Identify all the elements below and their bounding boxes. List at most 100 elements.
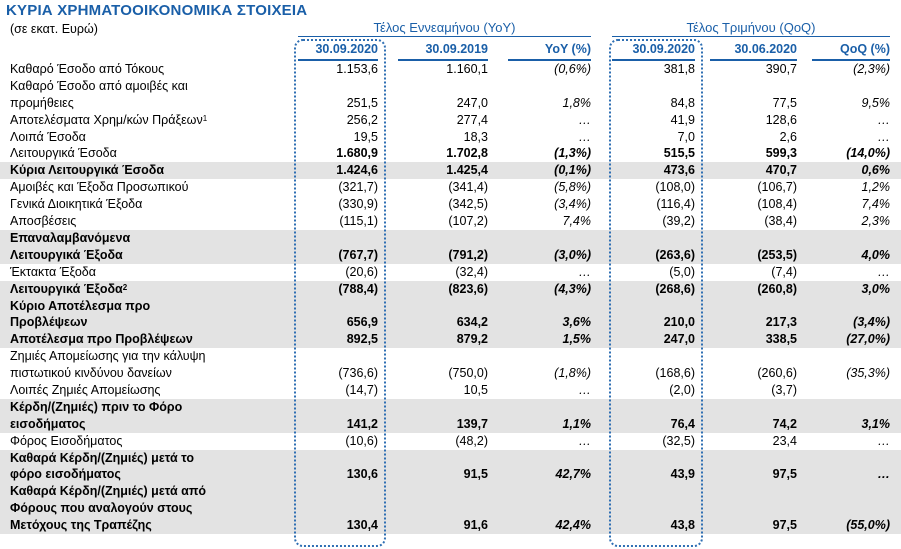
row-label-line: Καθαρά Κέρδη/(Ζημιές) μετά το bbox=[10, 450, 195, 465]
cell-qoq-prior: 74,2 bbox=[772, 416, 797, 431]
cell-yoy-prior: 879,2 bbox=[456, 332, 488, 347]
page-title: ΚΥΡΙΑ ΧΡΗΜΑΤΟΟΙΚΟΝΟΜΙΚΑ ΣΤΟΙΧΕΙΑ bbox=[6, 2, 308, 19]
cell-yoy-current: (767,7) bbox=[338, 247, 378, 262]
cell-qoq-pct: (55,0%) bbox=[846, 518, 890, 533]
row-label: Ζημιές Απομείωσης για την κάλυψη πιστωτικ… bbox=[10, 348, 292, 382]
cell-qoq-current: 41,9 bbox=[670, 112, 695, 127]
row-label-line: Μετόχους της Τραπέζης bbox=[10, 518, 152, 533]
cell-yoy-prior: 1.160,1 bbox=[446, 61, 488, 76]
row-label-line: Καθαρό Έσοδο από Τόκους bbox=[10, 62, 165, 76]
cell-yoy-current: (20,6) bbox=[345, 264, 378, 279]
cell-qoq-current: (168,6) bbox=[655, 366, 695, 381]
cell-qoq-pct: 4,0% bbox=[861, 247, 891, 262]
col-header-yoy-pct: YoY (%) bbox=[508, 42, 591, 61]
cell-yoy-prior: 91,6 bbox=[463, 518, 488, 533]
cell-yoy-pct: … bbox=[578, 129, 592, 144]
cell-yoy-current: 256,2 bbox=[346, 112, 378, 127]
cell-qoq-current: 76,4 bbox=[670, 416, 695, 431]
cell-yoy-prior: 277,4 bbox=[456, 112, 488, 127]
cell-yoy-pct: 1,8% bbox=[562, 95, 592, 110]
cell-yoy-current: 141,2 bbox=[346, 416, 378, 431]
table-row: Φόρος Εισοδήματος (10,6) (48,2) … (32,5) 23,4… bbox=[0, 433, 901, 450]
cell-qoq-pct: … bbox=[877, 467, 891, 482]
row-label: Λοιπά Έσοδα bbox=[10, 129, 292, 146]
cell-yoy-prior: (48,2) bbox=[455, 433, 488, 448]
row-label: Γενικά Διοικητικά Έξοδα bbox=[10, 196, 292, 213]
table-row: Λοιπά Έσοδα 19,5 18,3… 7,0 2,6… bbox=[0, 129, 901, 146]
cell-qoq-current: 381,8 bbox=[663, 61, 695, 76]
col-header-qoq-current: 30.09.2020 bbox=[612, 42, 695, 61]
row-label: Λειτουργικά Έξοδα2 bbox=[10, 281, 292, 298]
cell-qoq-prior: 128,6 bbox=[765, 112, 797, 127]
cell-qoq-pct: (27,0%) bbox=[846, 332, 890, 347]
row-label: Λοιπές Ζημιές Απομείωσης bbox=[10, 382, 292, 399]
cell-qoq-current: (5,0) bbox=[669, 264, 695, 279]
cell-qoq-current: (2,0) bbox=[669, 382, 695, 397]
table-row: Επαναλαμβανόμενα Λειτουργικά Έξοδα (767,7)… bbox=[0, 229, 901, 264]
row-label: Έκτακτα Έξοδα bbox=[10, 264, 292, 281]
table-row: Λειτουργικά Έσοδα 1.680,9 1.702,8 (1,3%) 515… bbox=[0, 145, 901, 162]
financials-table: Καθαρό Έσοδο από Τόκους 1.153,6 1.160,1 (0,… bbox=[0, 61, 901, 535]
cell-yoy-prior: (32,4) bbox=[455, 264, 488, 279]
group-header-qoq: Τέλος Τριμήνου (QoQ) bbox=[612, 20, 890, 37]
cell-yoy-prior: 1.425,4 bbox=[446, 163, 488, 178]
table-row: Γενικά Διοικητικά Έξοδα (330,9) (342,5) (3,… bbox=[0, 196, 901, 213]
cell-qoq-current: 247,0 bbox=[663, 332, 695, 347]
cell-yoy-prior: (107,2) bbox=[448, 214, 488, 229]
row-label: Επαναλαμβανόμενα Λειτουργικά Έξοδα bbox=[10, 230, 292, 264]
cell-qoq-prior: 2,6 bbox=[779, 129, 797, 144]
row-label-line: Κύρια Λειτουργικά Έσοδα bbox=[10, 163, 165, 178]
cell-yoy-prior: (791,2) bbox=[448, 247, 488, 262]
row-label: Λειτουργικά Έσοδα bbox=[10, 145, 292, 162]
cell-yoy-pct: (1,3%) bbox=[554, 146, 591, 161]
row-label: Καθαρό Έσοδο από Τόκους bbox=[10, 61, 292, 78]
row-label: Αποσβέσεις bbox=[10, 213, 292, 230]
table-row: Αποτέλεσμα προ Προβλέψεων 892,5 879,2 1,5% 2… bbox=[0, 331, 901, 349]
cell-yoy-prior: 1.702,8 bbox=[446, 146, 488, 161]
cell-yoy-current: 892,5 bbox=[346, 332, 378, 347]
row-label-line: Φόρους που αναλογούν στους bbox=[10, 501, 193, 516]
row-label-line: Αποσβέσεις bbox=[10, 214, 77, 229]
table-row: Καθαρό Έσοδο από Τόκους 1.153,6 1.160,1 (0,… bbox=[0, 61, 901, 78]
cell-yoy-pct: 42,7% bbox=[555, 467, 591, 482]
cell-qoq-current: 515,5 bbox=[663, 146, 695, 161]
row-label-line: Έκτακτα Έξοδα bbox=[10, 264, 96, 279]
cell-qoq-pct: 2,3% bbox=[861, 214, 891, 229]
cell-yoy-current: (788,4) bbox=[338, 281, 378, 296]
cell-qoq-current: 43,9 bbox=[670, 467, 695, 482]
cell-qoq-current: 210,0 bbox=[663, 315, 695, 330]
cell-yoy-pct: … bbox=[578, 264, 592, 279]
cell-yoy-current: (330,9) bbox=[338, 197, 378, 212]
row-label: Κύρια Λειτουργικά Έσοδα bbox=[10, 162, 292, 179]
cell-yoy-current: (115,1) bbox=[339, 214, 378, 229]
cell-qoq-prior: (7,4) bbox=[771, 264, 797, 279]
cell-yoy-pct: (3,4%) bbox=[554, 197, 591, 212]
cell-qoq-current: (108,0) bbox=[655, 180, 695, 195]
table-row: Κύρια Λειτουργικά Έσοδα 1.424,6 1.425,4 (0,… bbox=[0, 162, 901, 180]
cell-yoy-prior: (342,5) bbox=[448, 197, 488, 212]
cell-qoq-current: (268,6) bbox=[655, 281, 695, 296]
row-label-line: Προβλέψεων bbox=[10, 315, 88, 330]
row-label-line: Καθαρά Κέρδη/(Ζημιές) μετά από bbox=[10, 484, 207, 499]
cell-yoy-current: 656,9 bbox=[346, 315, 378, 330]
cell-yoy-current: (321,7) bbox=[338, 180, 378, 195]
cell-yoy-pct: … bbox=[578, 382, 592, 397]
cell-yoy-pct: (4,3%) bbox=[554, 281, 591, 296]
col-header-yoy-current: 30.09.2020 bbox=[298, 42, 378, 61]
cell-qoq-pct: 7,4% bbox=[861, 197, 891, 212]
table-row: Λοιπές Ζημιές Απομείωσης (14,7) 10,5 … (2,0)… bbox=[0, 382, 901, 399]
cell-yoy-prior: (823,6) bbox=[448, 281, 488, 296]
table-row: Αποτελέσματα Χρημ/κών Πράξεων1 256,2 277,4… bbox=[0, 112, 901, 129]
cell-yoy-prior: 139,7 bbox=[456, 416, 488, 431]
units-note: (σε εκατ. Ευρώ) bbox=[10, 22, 98, 36]
table-row: Καθαρά Κέρδη/(Ζημιές) μετά από Φόρους που… bbox=[0, 483, 901, 535]
cell-qoq-prior: 599,3 bbox=[765, 146, 797, 161]
cell-qoq-current: (116,4) bbox=[656, 197, 695, 212]
row-label-line: Γενικά Διοικητικά Έξοδα bbox=[10, 197, 143, 212]
row-label-line: Καθαρό Έσοδο από αμοιβές και bbox=[10, 78, 188, 93]
table-row: Λειτουργικά Έξοδα2 (788,4) (823,6) (4,3%) (2… bbox=[0, 280, 901, 298]
row-label-line: Αμοιβές και Έξοδα Προσωπικού bbox=[10, 180, 189, 195]
row-label-line: προμήθειες bbox=[10, 95, 74, 110]
row-label-line: Λοιπά Έσοδα bbox=[10, 129, 86, 144]
cell-qoq-prior: 390,7 bbox=[765, 61, 797, 76]
